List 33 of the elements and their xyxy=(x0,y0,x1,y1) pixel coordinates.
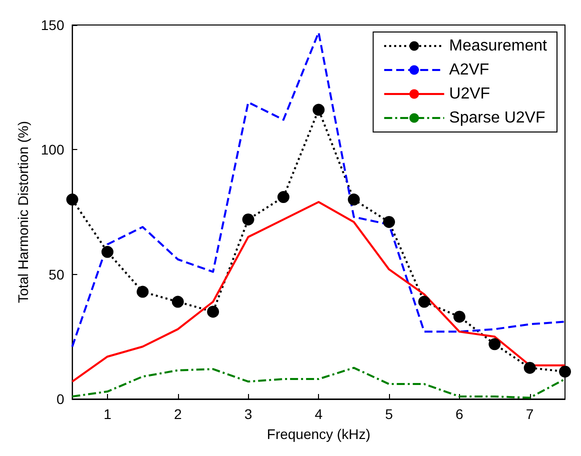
x-tick-label: 1 xyxy=(104,406,112,422)
y-tick-label: 50 xyxy=(48,266,64,282)
x-tick-label: 6 xyxy=(456,406,464,422)
legend-label: U2VF xyxy=(449,86,490,102)
x-tick-label: 7 xyxy=(526,406,534,422)
x-tick-label: 4 xyxy=(314,406,323,422)
y-tick-label: 0 xyxy=(56,391,64,407)
point xyxy=(559,366,571,378)
point xyxy=(453,310,466,323)
legend-label: Sparse U2VF xyxy=(449,110,546,126)
point xyxy=(66,194,78,206)
point xyxy=(172,296,184,308)
legend-label: A2VF xyxy=(449,62,490,78)
y-tick-label: 100 xyxy=(40,142,64,158)
point xyxy=(101,246,114,258)
x-axis-title: Frequency (kHz) xyxy=(266,426,370,442)
y-axis-title: Total Harmonic Distortion (%) xyxy=(15,120,31,304)
point xyxy=(418,296,430,308)
x-tick-label: 2 xyxy=(174,406,182,422)
point xyxy=(277,191,290,204)
point xyxy=(488,338,501,350)
legend-label: Measurement xyxy=(449,38,548,54)
point xyxy=(524,362,536,374)
y-tick-label: 150 xyxy=(40,17,64,33)
x-tick-label: 5 xyxy=(385,406,394,422)
point xyxy=(348,194,360,206)
x-tick-label: 3 xyxy=(244,406,252,422)
point xyxy=(383,216,396,228)
line-series xyxy=(71,31,566,348)
point xyxy=(312,104,325,116)
point xyxy=(136,286,149,298)
point xyxy=(207,306,220,318)
point xyxy=(242,213,254,226)
